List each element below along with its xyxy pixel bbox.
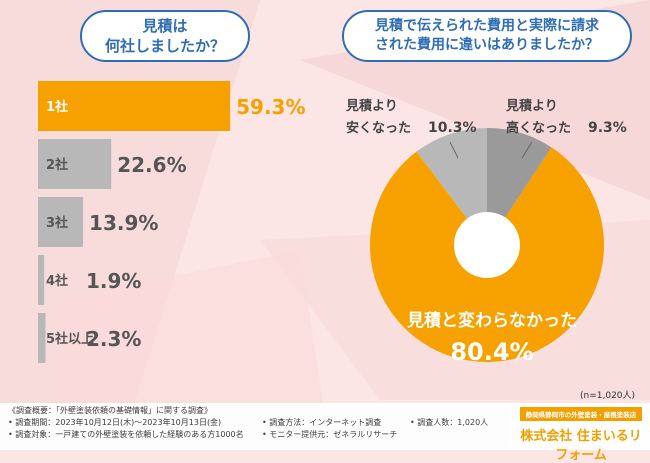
question-right-line-1: 見積で伝えられた費用と実際に請求	[375, 18, 599, 35]
question-right-line-2: された費用に違いはありましたか？	[375, 37, 599, 53]
pie-label-higher: 高くなった	[506, 120, 571, 136]
logo-name: 株式会社 住まいるリフォーム	[520, 429, 642, 463]
pie-slice	[487, 128, 552, 245]
bar-value-label: 1.9%	[86, 269, 141, 293]
pie-label-cheaper: 見積より	[345, 98, 398, 114]
leader-line	[521, 141, 533, 159]
question-bubble-right: 見積で伝えられた費用と実際に請求 された費用に違いはありましたか？	[342, 10, 632, 62]
bar-category-label: 4社	[46, 273, 68, 289]
bar-value-label: 22.6%	[117, 153, 186, 177]
question-bubble-left: 見積は 何社しましたか？	[80, 10, 250, 62]
logo-tagline: 静岡県静岡市の外壁塗装・屋根塗装店	[520, 407, 642, 421]
bar	[38, 197, 84, 247]
bar-category-label: 3社	[46, 215, 68, 231]
pie-label-cheaper: 安くなった	[346, 120, 411, 136]
footer-line: 《調査概要：「外壁塗装依頼の基礎情報」に関する調査》	[8, 406, 212, 415]
pie-label-higher: 見積より	[505, 98, 558, 114]
question-left-line-2: 何社しましたか？	[104, 37, 225, 55]
bar-category-label: 1社	[46, 99, 68, 115]
bar	[38, 81, 231, 131]
bar	[38, 313, 46, 363]
bar-value-label: 13.9%	[89, 211, 158, 235]
footer-line: • 調査対象：一戸建ての外壁塗装を依頼した経験のある方1000名	[8, 430, 244, 439]
footer-line: • 調査期間：2023年10月12日(木)～2023年10月13日(金)	[8, 418, 222, 427]
pie-value-unchanged: 80.4%	[450, 338, 533, 366]
bar	[38, 139, 112, 189]
pie-value-cheaper: 10.3%	[428, 120, 477, 136]
question-left-line-1: 見積は	[142, 16, 188, 35]
bar-value-label: 2.3%	[86, 327, 141, 351]
sample-size-note: (n=1,020人)	[580, 391, 636, 401]
bar-category-label: 5社以上	[46, 331, 94, 347]
pie-slice	[416, 128, 487, 245]
pie-value-higher: 9.3%	[588, 120, 627, 136]
footer-line: • モニター提供元：ゼネラルリサーチ	[262, 430, 398, 439]
footer-line: • 調査人数：1,020人	[410, 418, 489, 427]
bar-category-label: 2社	[46, 157, 68, 173]
footer-line: • 調査方法：インターネット調査	[262, 418, 382, 427]
company-logo: 静岡県静岡市の外壁塗装・屋根塗装店 株式会社 住まいるリフォーム	[520, 407, 642, 463]
pie-label-unchanged: 見積と変わらなかった	[406, 310, 577, 331]
bar	[38, 255, 45, 305]
bar-value-label: 59.3%	[236, 95, 305, 119]
donut-hole	[454, 212, 520, 278]
leader-line	[449, 141, 459, 159]
